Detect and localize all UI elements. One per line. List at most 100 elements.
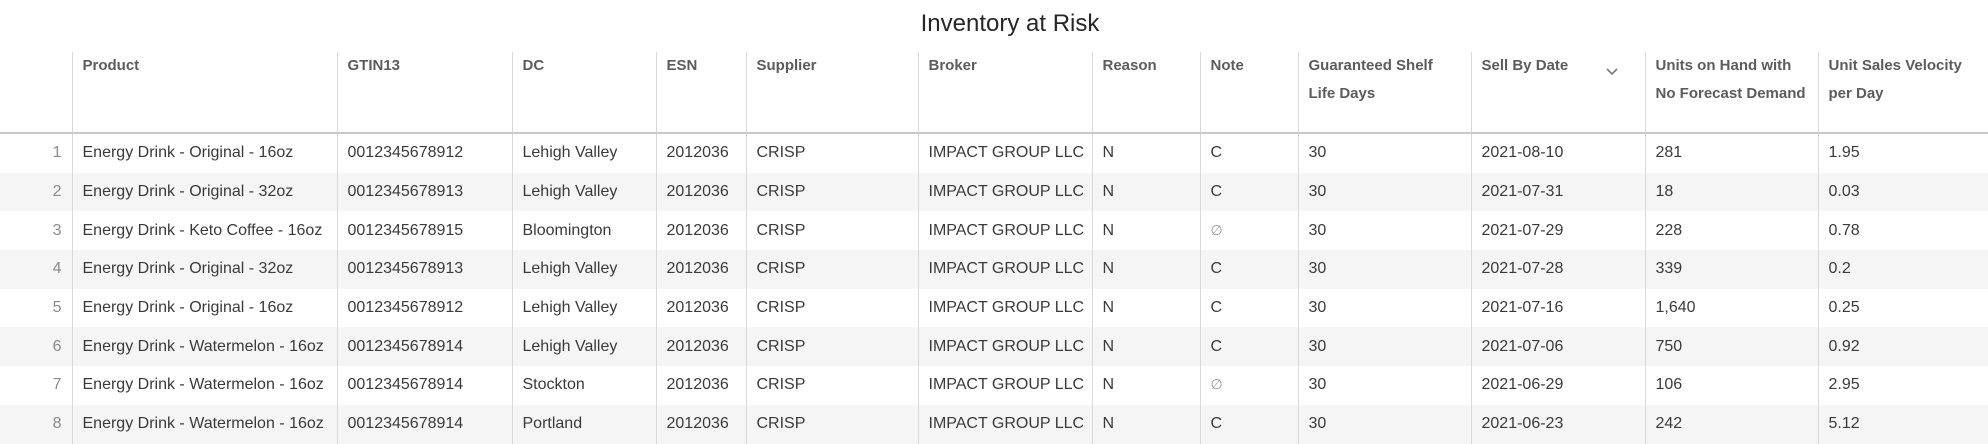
column-header-sell-by-date[interactable]: Sell By Date <box>1470 52 1645 134</box>
row-number: 4 <box>0 250 72 289</box>
product-cell: Energy Drink - Original - 32oz <box>71 172 337 212</box>
row-number: 8 <box>0 404 72 444</box>
shelf-life-cell: 30 <box>1297 327 1471 367</box>
sell-by-date-cell: 2021-07-16 <box>1470 288 1645 328</box>
column-header-label: Sell By Date <box>1481 57 1569 74</box>
table-row[interactable]: 7 Energy Drink - Watermelon - 16oz 0012345… <box>0 366 1988 405</box>
velocity-cell: 0.78 <box>1817 211 1988 251</box>
shelf-life-cell: 30 <box>1297 133 1471 173</box>
table-row[interactable]: 4 Energy Drink - Original - 32oz 001234567… <box>0 250 1988 289</box>
reason-cell: N <box>1091 133 1200 173</box>
supplier-cell: CRISP <box>745 327 918 367</box>
product-cell: Energy Drink - Keto Coffee - 16oz <box>71 211 337 251</box>
sell-by-date-cell: 2021-06-23 <box>1470 404 1645 444</box>
report-title: Inventory at Risk <box>920 10 1100 37</box>
sell-by-date-cell: 2021-07-06 <box>1470 327 1645 367</box>
table-row[interactable]: 1 Energy Drink - Original - 16oz 001234567… <box>0 133 1988 173</box>
sell-by-date-cell: 2021-07-28 <box>1470 250 1645 289</box>
supplier-cell: CRISP <box>745 288 918 328</box>
dc-cell: Portland <box>511 404 656 444</box>
dc-cell: Lehigh Valley <box>511 327 656 367</box>
broker-cell: IMPACT GROUP LLC <box>917 211 1092 251</box>
reason-cell: N <box>1091 404 1200 444</box>
supplier-cell: CRISP <box>745 366 918 405</box>
sell-by-date-cell: 2021-08-10 <box>1470 133 1645 173</box>
velocity-cell: 5.12 <box>1817 404 1988 444</box>
units-cell: 281 <box>1644 133 1818 173</box>
esn-cell: 2012036 <box>655 250 746 289</box>
header-row: Product GTIN13 DC ESN Supplier Broker Re… <box>0 52 1988 134</box>
velocity-cell: 0.2 <box>1817 250 1988 289</box>
row-number: 6 <box>0 327 72 367</box>
column-header-gtin13[interactable]: GTIN13 <box>336 52 512 134</box>
gtin-cell: 0012345678914 <box>336 366 512 405</box>
supplier-cell: CRISP <box>745 250 918 289</box>
chevron-down-icon[interactable] <box>1605 58 1619 86</box>
product-cell: Energy Drink - Original - 32oz <box>71 250 337 289</box>
broker-cell: IMPACT GROUP LLC <box>917 288 1092 328</box>
note-cell: C <box>1199 404 1298 444</box>
gtin-cell: 0012345678915 <box>336 211 512 251</box>
reason-cell: N <box>1091 366 1200 405</box>
shelf-life-cell: 30 <box>1297 288 1471 328</box>
gtin-cell: 0012345678913 <box>336 172 512 212</box>
table-row[interactable]: 8 Energy Drink - Watermelon - 16oz 0012345… <box>0 404 1988 444</box>
shelf-life-cell: 30 <box>1297 250 1471 289</box>
reason-cell: N <box>1091 211 1200 251</box>
note-cell: C <box>1199 172 1298 212</box>
reason-cell: N <box>1091 288 1200 328</box>
row-number: 3 <box>52 221 62 239</box>
velocity-cell: 0.25 <box>1817 288 1988 328</box>
esn-cell: 2012036 <box>655 172 746 212</box>
broker-cell: IMPACT GROUP LLC <box>917 327 1092 367</box>
column-header-reason[interactable]: Reason <box>1091 52 1200 134</box>
broker-cell: IMPACT GROUP LLC <box>917 366 1092 405</box>
supplier-cell: CRISP <box>745 133 918 173</box>
reason-cell: N <box>1091 250 1200 289</box>
units-cell: 1,640 <box>1644 288 1818 328</box>
dc-cell: Lehigh Valley <box>511 250 656 289</box>
table-row[interactable]: 6 Energy Drink - Watermelon - 16oz 0012345… <box>0 327 1988 367</box>
null-icon: ∅ <box>1210 221 1223 238</box>
note-cell: C <box>1199 288 1298 328</box>
supplier-cell: CRISP <box>745 172 918 212</box>
shelf-life-cell: 30 <box>1297 404 1471 444</box>
column-header-supplier[interactable]: Supplier <box>745 52 918 134</box>
column-header-units-on-hand[interactable]: Units on Hand with No Forecast Demand <box>1644 52 1818 134</box>
dc-cell: Lehigh Valley <box>511 133 656 173</box>
row-number: 1 <box>52 144 62 162</box>
broker-cell: IMPACT GROUP LLC <box>917 250 1092 289</box>
gtin-cell: 0012345678912 <box>336 133 512 173</box>
null-icon: ∅ <box>1210 376 1223 393</box>
column-header-velocity[interactable]: Unit Sales Velocity per Day <box>1817 52 1988 134</box>
gtin-cell: 0012345678914 <box>336 404 512 444</box>
column-header-shelf-life[interactable]: Guaranteed Shelf Life Days <box>1297 52 1471 134</box>
dc-cell: Lehigh Valley <box>511 172 656 212</box>
velocity-cell: 0.03 <box>1817 172 1988 212</box>
esn-cell: 2012036 <box>655 288 746 328</box>
table-body: 1 Energy Drink - Original - 16oz 001234567… <box>0 133 1988 444</box>
column-header-dc[interactable]: DC <box>511 52 656 134</box>
note-cell: C <box>1199 327 1298 367</box>
gtin-cell: 0012345678914 <box>336 327 512 367</box>
table-row[interactable]: 5 Energy Drink - Original - 16oz 001234567… <box>0 288 1988 328</box>
table-row[interactable]: 2 Energy Drink - Original - 32oz 001234567… <box>0 172 1988 212</box>
reason-cell: N <box>1091 327 1200 367</box>
column-header-broker[interactable]: Broker <box>917 52 1092 134</box>
sell-by-date-cell: 2021-06-29 <box>1470 366 1645 405</box>
column-header-note[interactable]: Note <box>1199 52 1298 134</box>
broker-cell: IMPACT GROUP LLC <box>917 404 1092 444</box>
column-header-esn[interactable]: ESN <box>655 52 746 134</box>
shelf-life-cell: 30 <box>1297 172 1471 212</box>
units-cell: 228 <box>1644 211 1818 251</box>
table-row[interactable]: 3 Energy Drink - Keto Coffee - 16oz 001234… <box>0 211 1988 251</box>
reason-cell: N <box>1091 172 1200 212</box>
sell-by-date-cell: 2021-07-31 <box>1470 172 1645 212</box>
dc-cell: Bloomington <box>511 211 656 251</box>
product-cell: Energy Drink - Original - 16oz <box>71 288 337 328</box>
broker-cell: IMPACT GROUP LLC <box>917 133 1092 173</box>
velocity-cell: 1.95 <box>1817 133 1988 173</box>
gtin-cell: 0012345678913 <box>336 250 512 289</box>
column-header-product[interactable]: Product <box>71 52 337 134</box>
units-cell: 750 <box>1644 327 1818 367</box>
